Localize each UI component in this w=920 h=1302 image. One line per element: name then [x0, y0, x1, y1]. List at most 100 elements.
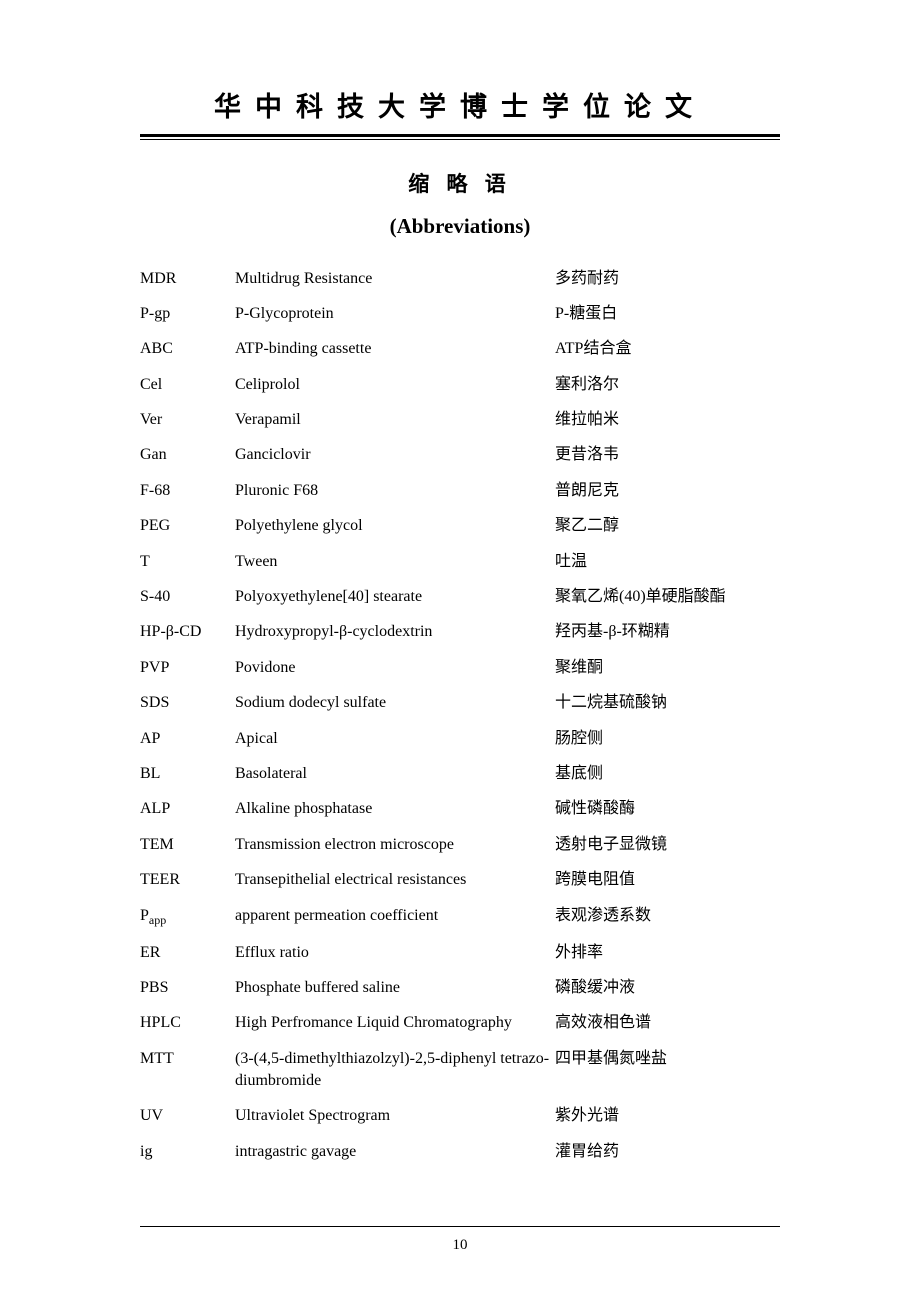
english-cell: Alkaline phosphatase — [235, 792, 555, 827]
table-row: igintragastric gavage灌胃给药 — [140, 1134, 780, 1169]
page-header-title: 华中科技大学博士学位论文 — [140, 85, 780, 124]
table-row: UVUltraviolet Spectrogram紫外光谱 — [140, 1099, 780, 1134]
footer-rule — [140, 1226, 780, 1227]
abbrev-cell: TEM — [140, 827, 235, 862]
english-cell: Phosphate buffered saline — [235, 970, 555, 1005]
abbrev-cell: Gan — [140, 438, 235, 473]
english-cell: Ultraviolet Spectrogram — [235, 1099, 555, 1134]
table-row: GanGanciclovir更昔洛韦 — [140, 438, 780, 473]
section-title-english: (Abbreviations) — [140, 214, 780, 239]
chinese-cell: P-糖蛋白 — [555, 296, 780, 331]
abbrev-cell: HP-β-CD — [140, 615, 235, 650]
chinese-cell: 磷酸缓冲液 — [555, 970, 780, 1005]
table-row: ABCATP-binding cassetteATP结合盒 — [140, 332, 780, 367]
english-cell: High Perfromance Liquid Chromatography — [235, 1006, 555, 1041]
table-row: TEERTransepithelial electrical resistanc… — [140, 863, 780, 898]
chinese-cell: 维拉帕米 — [555, 403, 780, 438]
page-number: 10 — [0, 1237, 920, 1254]
table-row: HP-β-CDHydroxypropyl-β-cyclodextrin羟丙基-β… — [140, 615, 780, 650]
table-row: BLBasolateral基底侧 — [140, 756, 780, 791]
english-cell: P-Glycoprotein — [235, 296, 555, 331]
chinese-cell: 灌胃给药 — [555, 1134, 780, 1169]
chinese-cell: 聚乙二醇 — [555, 509, 780, 544]
abbrev-cell: PVP — [140, 650, 235, 685]
abbrev-cell: AP — [140, 721, 235, 756]
table-row: ALPAlkaline phosphatase碱性磷酸酶 — [140, 792, 780, 827]
chinese-cell: 聚维酮 — [555, 650, 780, 685]
english-cell: Apical — [235, 721, 555, 756]
english-cell: Sodium dodecyl sulfate — [235, 686, 555, 721]
chinese-cell: 基底侧 — [555, 756, 780, 791]
chinese-cell: 四甲基偶氮唑盐 — [555, 1041, 780, 1099]
abbrev-cell: P-gp — [140, 296, 235, 331]
abbrev-cell: Cel — [140, 367, 235, 402]
chinese-cell: ATP结合盒 — [555, 332, 780, 367]
table-row: SDSSodium dodecyl sulfate十二烷基硫酸钠 — [140, 686, 780, 721]
english-cell: Tween — [235, 544, 555, 579]
table-row: S-40Polyoxyethylene[40] stearate聚氧乙烯(40)… — [140, 580, 780, 615]
abbrev-cell: SDS — [140, 686, 235, 721]
chinese-cell: 更昔洛韦 — [555, 438, 780, 473]
chinese-cell: 透射电子显微镜 — [555, 827, 780, 862]
chinese-cell: 跨膜电阻值 — [555, 863, 780, 898]
table-row: PBSPhosphate buffered saline磷酸缓冲液 — [140, 970, 780, 1005]
english-cell: intragastric gavage — [235, 1134, 555, 1169]
table-row: PEGPolyethylene glycol聚乙二醇 — [140, 509, 780, 544]
table-row: F-68Pluronic F68普朗尼克 — [140, 473, 780, 508]
english-cell: Povidone — [235, 650, 555, 685]
abbrev-cell: PBS — [140, 970, 235, 1005]
abbrev-cell: ER — [140, 935, 235, 970]
abbrev-cell: ALP — [140, 792, 235, 827]
table-row: P-gpP-GlycoproteinP-糖蛋白 — [140, 296, 780, 331]
table-row: TTween吐温 — [140, 544, 780, 579]
abbrev-cell: Ver — [140, 403, 235, 438]
abbrev-cell: BL — [140, 756, 235, 791]
english-cell: ATP-binding cassette — [235, 332, 555, 367]
table-row: APApical肠腔侧 — [140, 721, 780, 756]
chinese-cell: 多药耐药 — [555, 261, 780, 296]
chinese-cell: 紫外光谱 — [555, 1099, 780, 1134]
abbrev-cell: HPLC — [140, 1006, 235, 1041]
abbrev-cell: MTT — [140, 1041, 235, 1099]
abbreviations-table: MDRMultidrug Resistance多药耐药P-gpP-Glycopr… — [140, 261, 780, 1170]
table-row: TEMTransmission electron microscope透射电子显… — [140, 827, 780, 862]
english-cell: Basolateral — [235, 756, 555, 791]
chinese-cell: 外排率 — [555, 935, 780, 970]
chinese-cell: 聚氧乙烯(40)单硬脂酸酯 — [555, 580, 780, 615]
abbrev-cell: ig — [140, 1134, 235, 1169]
abbrev-cell: Papp — [140, 898, 235, 935]
chinese-cell: 高效液相色谱 — [555, 1006, 780, 1041]
table-row: CelCeliprolol塞利洛尔 — [140, 367, 780, 402]
table-row: MTT(3-(4,5-dimethylthiazolzyl)-2,5-diphe… — [140, 1041, 780, 1099]
table-row: EREfflux ratio外排率 — [140, 935, 780, 970]
english-cell: Multidrug Resistance — [235, 261, 555, 296]
header-rule — [140, 134, 780, 140]
chinese-cell: 羟丙基-β-环糊精 — [555, 615, 780, 650]
english-cell: Polyethylene glycol — [235, 509, 555, 544]
abbrev-cell: MDR — [140, 261, 235, 296]
chinese-cell: 塞利洛尔 — [555, 367, 780, 402]
abbrev-cell: S-40 — [140, 580, 235, 615]
table-row: HPLCHigh Perfromance Liquid Chromatograp… — [140, 1006, 780, 1041]
table-row: PVPPovidone聚维酮 — [140, 650, 780, 685]
table-row: MDRMultidrug Resistance多药耐药 — [140, 261, 780, 296]
abbrev-cell: T — [140, 544, 235, 579]
section-title-chinese: 缩 略 语 — [140, 168, 780, 198]
abbrev-cell: TEER — [140, 863, 235, 898]
chinese-cell: 碱性磷酸酶 — [555, 792, 780, 827]
english-cell: Pluronic F68 — [235, 473, 555, 508]
english-cell: apparent permeation coefficient — [235, 898, 555, 935]
chinese-cell: 表观渗透系数 — [555, 898, 780, 935]
english-cell: Polyoxyethylene[40] stearate — [235, 580, 555, 615]
table-row: VerVerapamil维拉帕米 — [140, 403, 780, 438]
chinese-cell: 普朗尼克 — [555, 473, 780, 508]
table-row: Pappapparent permeation coefficient表观渗透系… — [140, 898, 780, 935]
english-cell: Hydroxypropyl-β-cyclodextrin — [235, 615, 555, 650]
english-cell: Transepithelial electrical resistances — [235, 863, 555, 898]
abbrev-cell: UV — [140, 1099, 235, 1134]
chinese-cell: 十二烷基硫酸钠 — [555, 686, 780, 721]
abbrev-cell: ABC — [140, 332, 235, 367]
english-cell: Transmission electron microscope — [235, 827, 555, 862]
abbrev-cell: F-68 — [140, 473, 235, 508]
english-cell: Efflux ratio — [235, 935, 555, 970]
